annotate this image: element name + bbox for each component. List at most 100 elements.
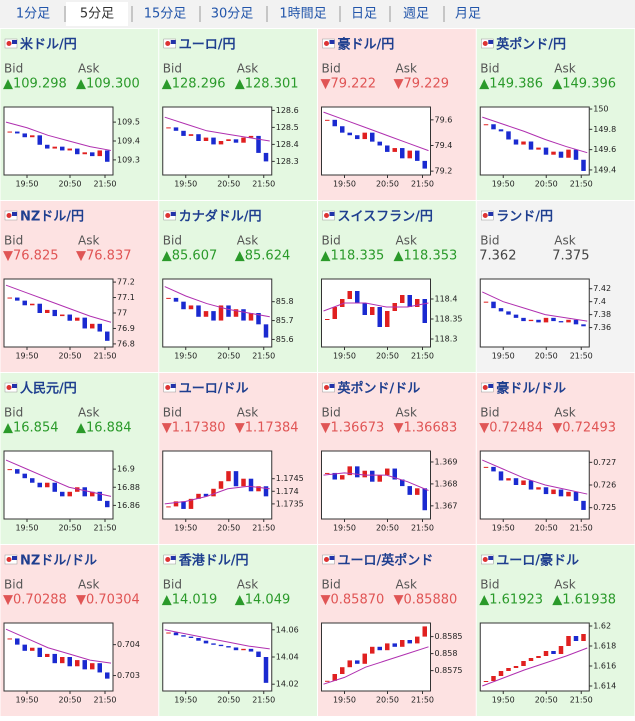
- bid-label: Bid: [322, 234, 341, 248]
- tab[interactable]: 日足: [351, 7, 377, 22]
- y-tick-label: 1.368: [435, 479, 458, 488]
- flag-mark: [165, 213, 171, 218]
- candle: [581, 634, 586, 641]
- pair-name[interactable]: NZドル/ドル: [20, 554, 97, 569]
- candle: [241, 648, 246, 651]
- candle: [90, 663, 95, 670]
- candle: [483, 466, 489, 468]
- chart-frame: [321, 450, 431, 520]
- candle: [60, 657, 65, 664]
- x-tick-label: 19:50: [492, 696, 515, 705]
- candle: [543, 487, 549, 495]
- x-tick-label: 19:50: [174, 180, 197, 189]
- y-tick-label: 16.88: [117, 483, 140, 492]
- candle: [181, 130, 186, 136]
- tab[interactable]: 5分足: [80, 7, 114, 22]
- flag-mark: [6, 385, 12, 390]
- y-tick-label: 7.42: [593, 284, 611, 293]
- pair-name[interactable]: 人民元/円: [20, 381, 77, 397]
- x-tick-label: 20:50: [217, 180, 240, 189]
- x-tick-label: 20:50: [58, 696, 81, 705]
- candle: [173, 127, 179, 131]
- bid-label: Bid: [163, 406, 182, 420]
- pair-name[interactable]: ユーロ/豪ドル: [496, 553, 579, 569]
- moving-average: [164, 286, 270, 318]
- candle: [241, 478, 246, 487]
- candle: [513, 666, 519, 668]
- pair-name[interactable]: 豪ドル/円: [338, 37, 395, 53]
- candle: [400, 148, 405, 159]
- candle: [52, 653, 57, 664]
- pair-name[interactable]: ランド/円: [496, 210, 553, 225]
- candle: [340, 667, 345, 674]
- bid-value: ▲1.61923: [479, 593, 543, 608]
- candle: [377, 307, 382, 327]
- candle: [37, 482, 42, 488]
- tab[interactable]: 1分足: [16, 7, 50, 22]
- y-tick-label: 128.5: [276, 123, 299, 132]
- pair-name[interactable]: ユーロ/英ポンド: [338, 553, 434, 569]
- candle: [340, 126, 345, 133]
- y-tick-label: 118.35: [435, 315, 463, 324]
- tab[interactable]: 1時間足: [279, 7, 326, 22]
- candle: [226, 471, 231, 482]
- candle: [196, 134, 201, 141]
- bid-value: ▼79.222: [321, 77, 377, 92]
- ask-value: ▲128.301: [235, 77, 299, 92]
- pair-name[interactable]: 英ポンド/ドル: [337, 381, 421, 397]
- x-tick-label: 19:50: [15, 524, 38, 533]
- y-tick-label: 0.8585: [435, 632, 463, 641]
- bid-value: ▼0.72484: [479, 421, 543, 436]
- candle: [513, 314, 519, 318]
- candle: [498, 471, 504, 481]
- y-tick-label: 0.725: [593, 503, 616, 512]
- pair-name[interactable]: ユーロ/ドル: [179, 382, 249, 397]
- chart-frame: [162, 450, 273, 520]
- ask-value: ▼76.837: [76, 249, 132, 264]
- y-tick-label: 0.703: [117, 671, 140, 680]
- flag-mark: [482, 41, 488, 46]
- pair-name[interactable]: 香港ドル/円: [178, 553, 249, 569]
- bid-label: Bid: [4, 406, 23, 420]
- candle: [385, 643, 390, 651]
- candle: [166, 297, 171, 299]
- tab[interactable]: 月足: [455, 7, 481, 22]
- candle: [196, 493, 201, 499]
- pair-name[interactable]: スイスフラン/円: [338, 210, 433, 225]
- pair-name[interactable]: カナダドル/円: [179, 209, 262, 225]
- pair-name[interactable]: NZドル/円: [20, 210, 84, 225]
- candle: [362, 653, 367, 664]
- bid-label: Bid: [4, 578, 23, 592]
- ask-label: Ask: [396, 234, 417, 248]
- pair-name[interactable]: 豪ドル/ドル: [496, 381, 566, 397]
- candle: [407, 640, 412, 644]
- candle: [491, 301, 496, 309]
- candle: [558, 151, 564, 158]
- candle: [506, 478, 511, 481]
- y-tick-label: 1.367: [435, 501, 458, 510]
- bid-value: ▼0.85870: [321, 593, 385, 608]
- tab[interactable]: 15分足: [144, 7, 187, 22]
- candle: [407, 295, 412, 307]
- candle: [551, 651, 556, 654]
- candle: [263, 486, 269, 497]
- y-tick-label: 1.618: [593, 642, 616, 651]
- candle: [498, 308, 504, 312]
- flag-mark: [329, 40, 335, 44]
- candle: [75, 317, 80, 321]
- moving-average: [164, 116, 270, 142]
- bid-value: ▲85.607: [162, 249, 218, 264]
- candle: [22, 133, 27, 138]
- tab[interactable]: 週足: [403, 7, 429, 22]
- y-tick-label: 1.1735: [276, 499, 304, 508]
- pair-name[interactable]: ユーロ/円: [179, 38, 236, 53]
- candle: [105, 500, 110, 508]
- tab[interactable]: 30分足: [211, 7, 254, 22]
- candle: [400, 295, 405, 303]
- pair-name[interactable]: 米ドル/円: [20, 37, 77, 53]
- pair-name[interactable]: 英ポンド/円: [495, 37, 566, 53]
- candle: [400, 640, 405, 647]
- candle: [415, 299, 420, 307]
- candle: [483, 124, 489, 126]
- candle: [75, 660, 80, 667]
